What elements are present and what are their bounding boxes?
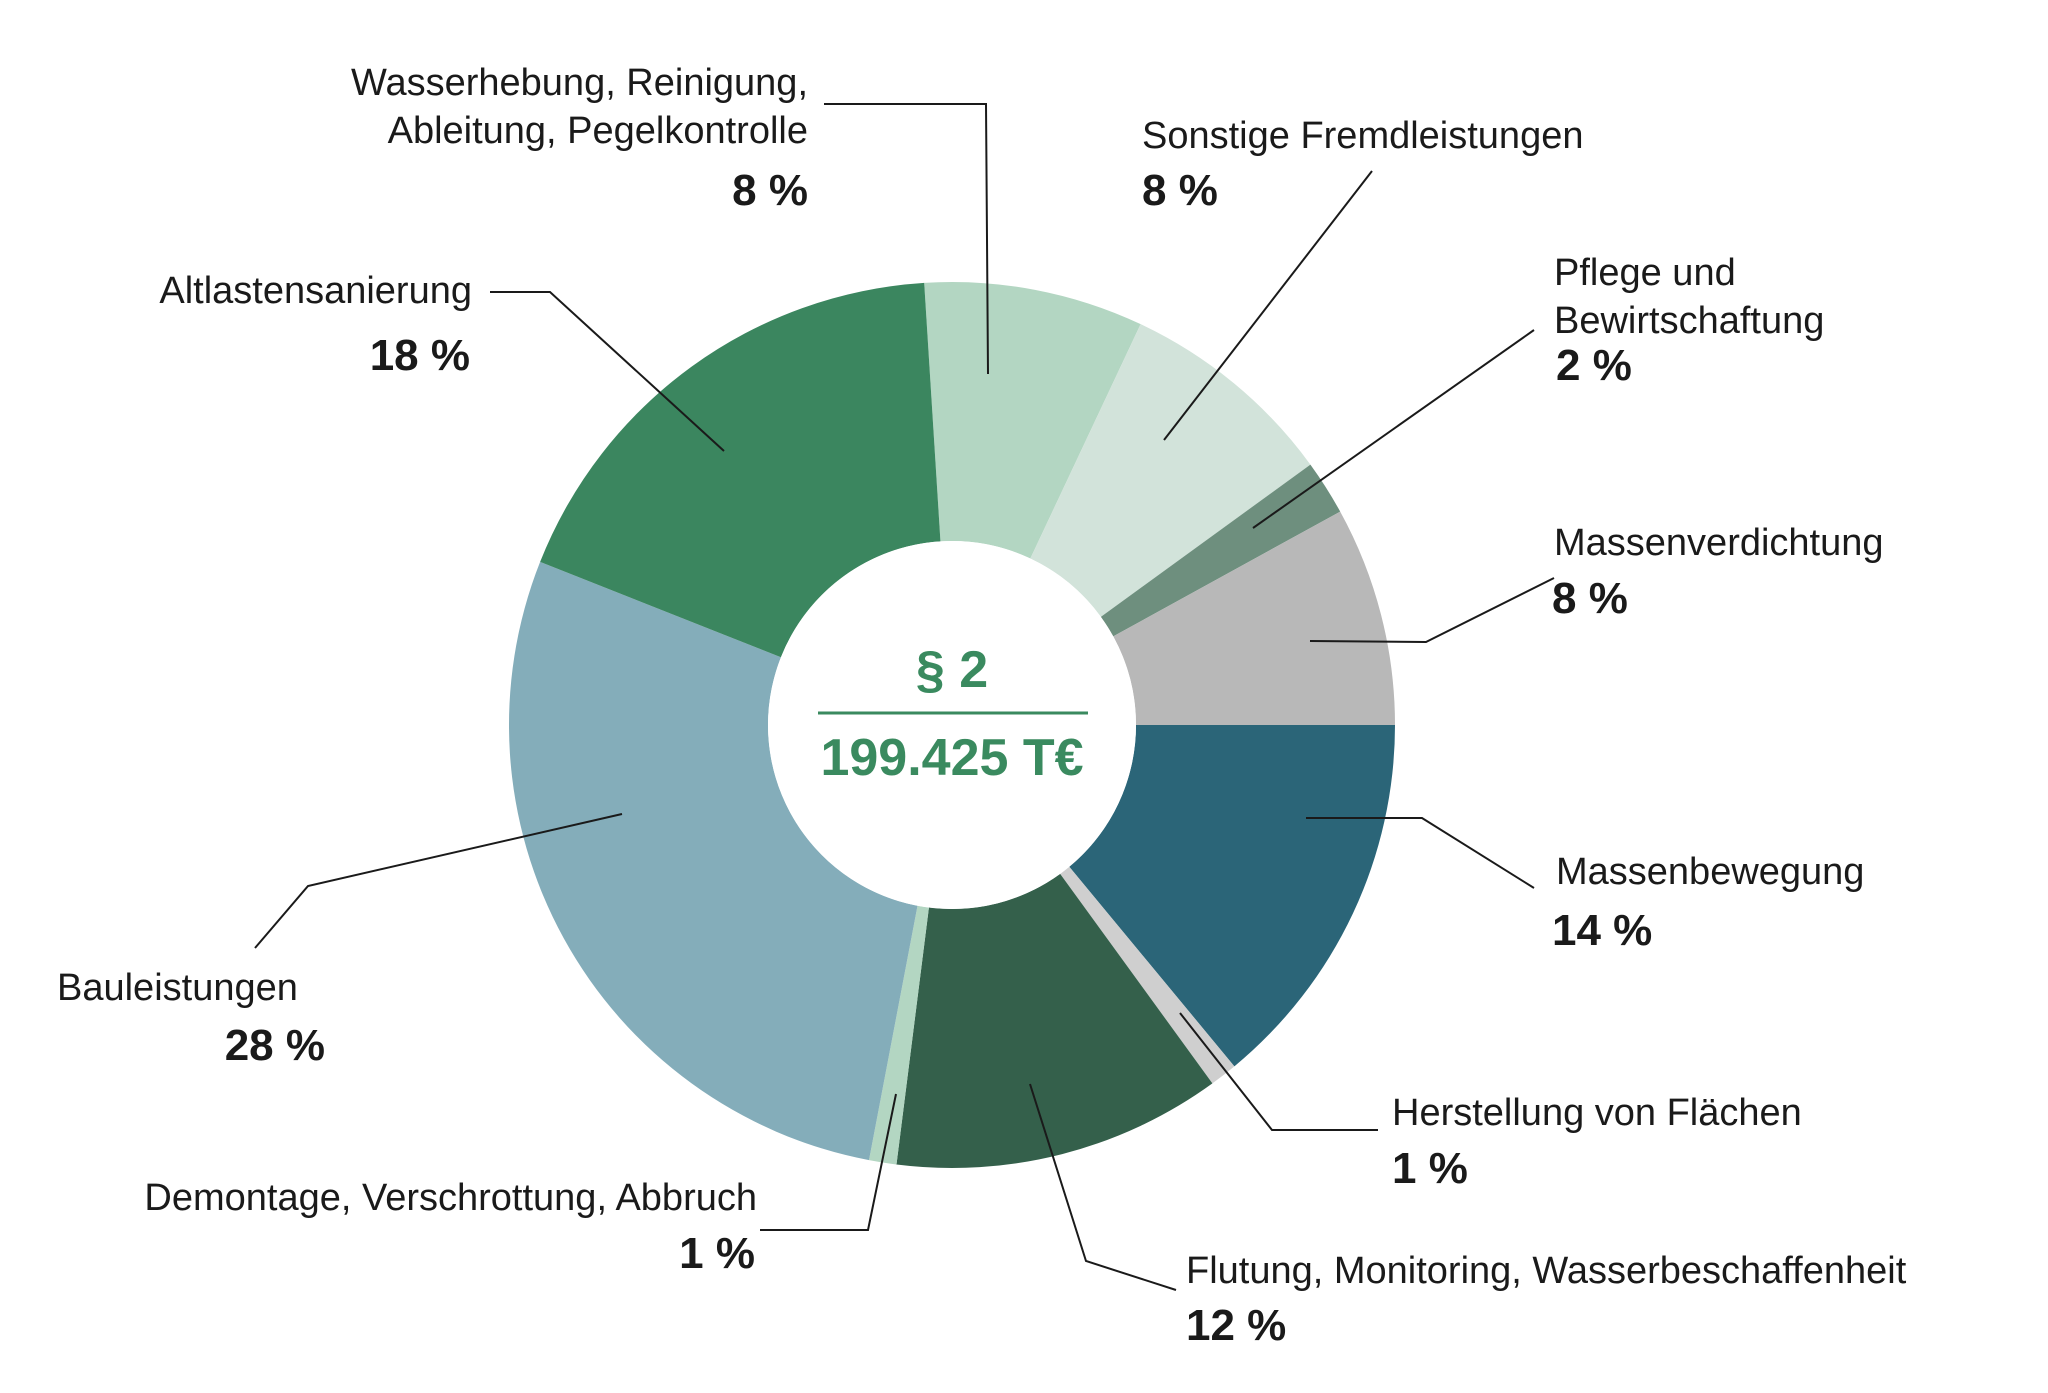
slice-4 [1069,725,1395,1067]
center-value: 199.425 T€ [820,729,1083,787]
slice-5 [1060,866,1235,1084]
slice-percent-1: 8 % [1142,166,1218,215]
slice-label-1-line-0: Sonstige Fremdleistungen [1142,115,1583,157]
slice-label-5-line-0: Herstellung von Flächen [1392,1092,1802,1134]
leader-line-1 [1163,170,1373,441]
slice-label-2-line-1: Bewirtschaftung [1554,300,1824,342]
slice-percent-8: 28 % [225,1021,325,1070]
slice-label-6-line-0: Flutung, Monitoring, Wasserbeschaffenhei… [1186,1250,1907,1292]
leader-line-9 [490,291,725,452]
slice-label-8-line-0: Bauleistungen [57,967,298,1009]
leader-line-6 [1029,1083,1177,1291]
center-title: § 2 [916,641,988,699]
slice-3 [1113,511,1395,725]
slice-label-9-line-0: Altlastensanierung [159,270,472,312]
donut-hole [768,541,1136,909]
leader-line-3 [1309,577,1555,644]
slice-7 [868,905,929,1165]
slice-label-3-line-0: Massenverdichtung [1554,522,1884,564]
leader-line-8 [254,813,623,949]
slice-percent-4: 14 % [1552,906,1652,955]
slice-label-7-line-0: Demontage, Verschrottung, Abbruch [144,1177,757,1219]
slice-0 [924,282,1141,559]
slice-9 [540,282,941,658]
slice-percent-0: 8 % [732,166,808,215]
center-label: § 2 199.425 T€ [818,641,1088,787]
leader-line-4 [1306,817,1535,889]
donut-slices [509,282,1395,1168]
leader-line-0 [824,103,989,375]
slice-percent-7: 1 % [679,1229,755,1278]
leader-lines [254,103,1555,1291]
slice-label-4-line-0: Massenbewegung [1556,851,1864,893]
slice-label-0-line-0: Wasserhebung, Reinigung, [351,62,808,104]
slice-percent-5: 1 % [1392,1144,1468,1193]
slice-6 [896,873,1213,1168]
slice-percent-3: 8 % [1552,574,1628,623]
leader-line-5 [1179,1012,1378,1131]
slice-label-0-line-1: Ableitung, Pegelkontrolle [388,110,808,152]
slice-percent-2: 2 % [1556,341,1632,390]
slice-1 [1030,324,1311,617]
leader-line-7 [760,1093,897,1231]
slice-percent-6: 12 % [1186,1301,1286,1350]
slice-percent-9: 18 % [370,331,470,380]
leader-line-2 [1252,329,1535,529]
slice-labels: Wasserhebung, Reinigung, Ableitung, Pegel… [57,62,1907,1350]
slice-8 [509,561,918,1161]
slice-label-2-line-0: Pflege und [1554,252,1736,294]
